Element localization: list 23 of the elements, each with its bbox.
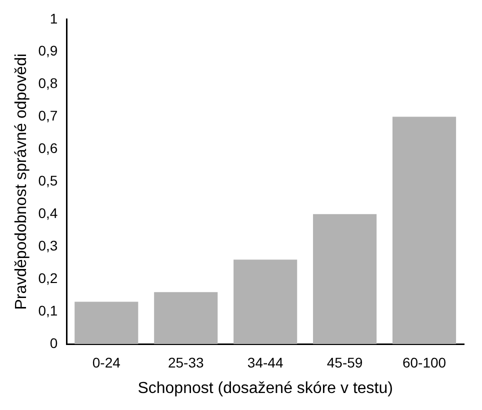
x-tick-label: 25-33 [168, 354, 204, 370]
x-tick-label: 0-24 [92, 354, 121, 370]
x-tick-label: 60-100 [402, 354, 446, 370]
y-tick-label: 0,4 [38, 205, 58, 222]
y-tick-label: 0,3 [38, 237, 58, 254]
bar [234, 260, 298, 344]
y-axis-title: Pravděpodobnost správné odpovědi [13, 54, 30, 310]
bar [74, 302, 138, 344]
y-tick-label: 0,1 [38, 302, 58, 318]
y-tick-label: 0,2 [38, 270, 58, 286]
x-tick-label: 34-44 [247, 354, 284, 370]
x-axis-title: Schopnost (dosažené skóre v testu) [138, 380, 393, 397]
y-tick-label: 0,7 [38, 108, 58, 124]
y-tick-label: 1 [50, 10, 58, 26]
x-tick-label: 45-59 [326, 354, 363, 370]
y-tick-label: 0,5 [38, 172, 58, 189]
y-tick-label: 0 [50, 334, 58, 351]
bar [392, 116, 456, 344]
bar [313, 214, 377, 344]
y-tick-label: 0,6 [38, 140, 58, 156]
y-tick-label: 0,8 [38, 75, 58, 92]
y-tick-label: 0,9 [38, 42, 58, 59]
bar [154, 292, 218, 344]
